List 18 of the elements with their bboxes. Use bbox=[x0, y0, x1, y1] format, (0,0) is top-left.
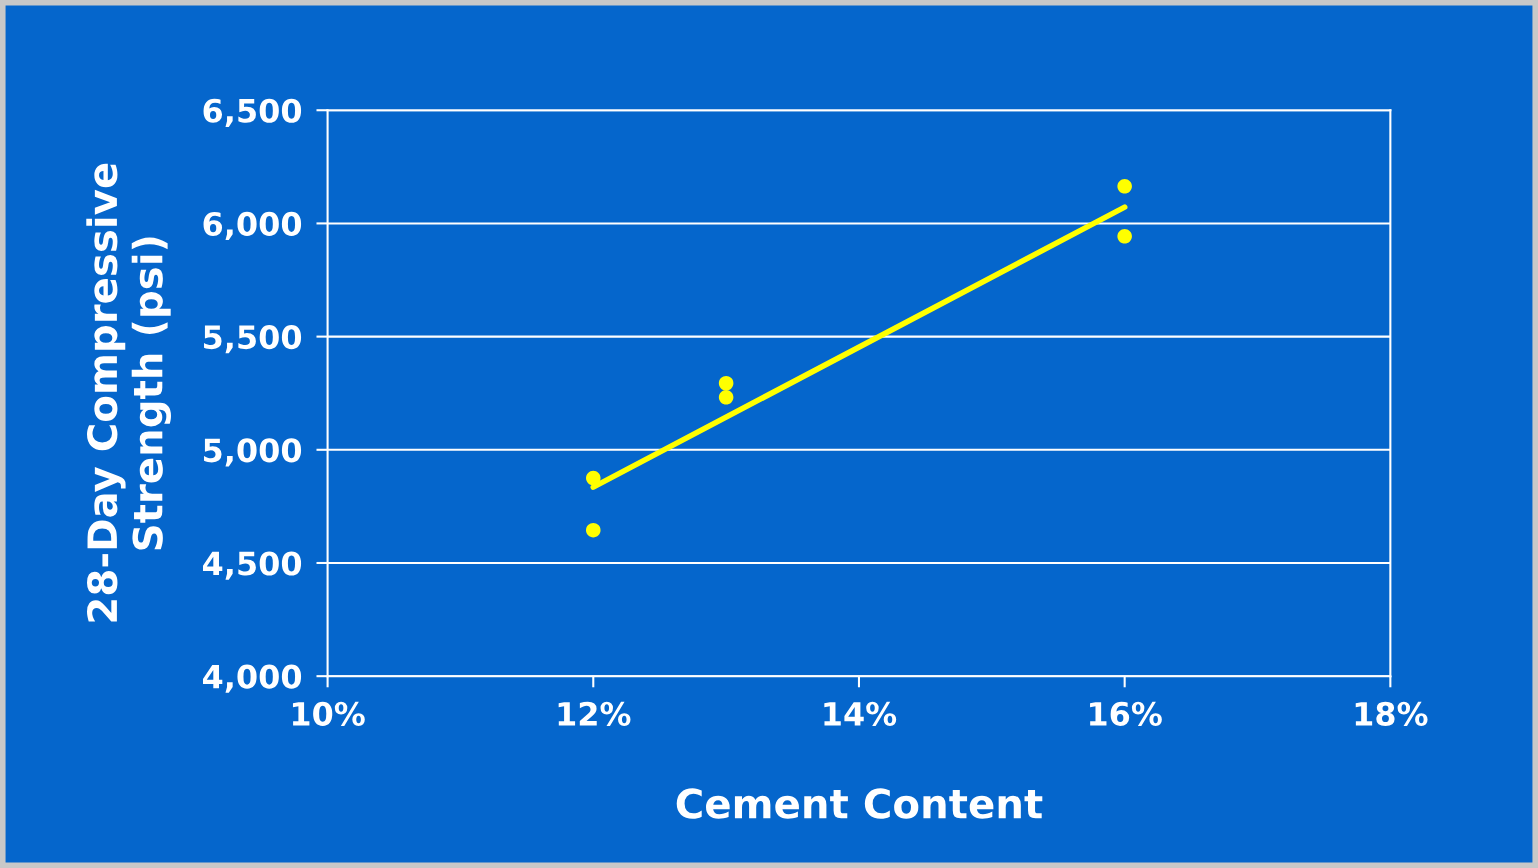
x-tick-label: 18% bbox=[1355, 701, 1428, 726]
point bbox=[586, 522, 601, 538]
y-tick-label: 4,000 bbox=[202, 664, 302, 693]
point bbox=[1117, 179, 1132, 194]
x-tick-label: 16% bbox=[1090, 701, 1162, 726]
y-axis-title: 28-Day Compressive Strength (psi) bbox=[86, 163, 171, 622]
y-tick-label: 5,500 bbox=[204, 325, 302, 354]
y-tick-label: 6,500 bbox=[203, 98, 302, 127]
y-tick-label: 5,000 bbox=[204, 438, 302, 467]
point bbox=[1117, 229, 1132, 244]
point bbox=[718, 375, 734, 391]
y-tick-label: 4,500 bbox=[202, 551, 302, 580]
x-tick-label: 14% bbox=[824, 701, 897, 726]
y-tick-label: 6,000 bbox=[203, 211, 302, 241]
x-axis-title: Cement Content bbox=[676, 788, 1043, 819]
point bbox=[718, 390, 734, 405]
x-tick-label: 10% bbox=[292, 701, 365, 726]
x-tick-label: 12% bbox=[558, 701, 631, 726]
